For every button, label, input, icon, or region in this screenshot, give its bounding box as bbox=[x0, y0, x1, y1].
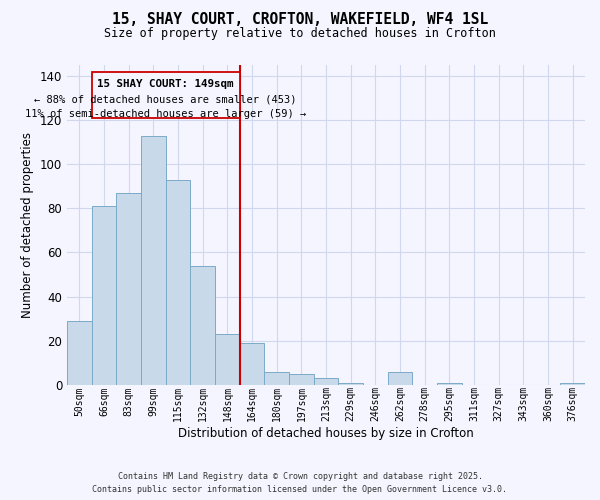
Bar bbox=[141, 136, 166, 385]
Bar bbox=[437, 382, 461, 385]
Bar bbox=[338, 382, 363, 385]
Text: 11% of semi-detached houses are larger (59) →: 11% of semi-detached houses are larger (… bbox=[25, 109, 307, 119]
Text: ← 88% of detached houses are smaller (453): ← 88% of detached houses are smaller (45… bbox=[34, 95, 297, 105]
Bar bbox=[116, 193, 141, 385]
Bar bbox=[314, 378, 338, 385]
Y-axis label: Number of detached properties: Number of detached properties bbox=[21, 132, 34, 318]
Bar bbox=[560, 382, 585, 385]
Bar bbox=[190, 266, 215, 385]
Bar bbox=[265, 372, 289, 385]
Bar bbox=[240, 343, 265, 385]
Text: 15 SHAY COURT: 149sqm: 15 SHAY COURT: 149sqm bbox=[97, 80, 234, 90]
Text: Contains HM Land Registry data © Crown copyright and database right 2025.
Contai: Contains HM Land Registry data © Crown c… bbox=[92, 472, 508, 494]
Bar bbox=[92, 206, 116, 385]
Bar bbox=[388, 372, 412, 385]
Bar bbox=[67, 321, 92, 385]
Text: Size of property relative to detached houses in Crofton: Size of property relative to detached ho… bbox=[104, 28, 496, 40]
FancyBboxPatch shape bbox=[92, 72, 240, 118]
Bar bbox=[289, 374, 314, 385]
Bar bbox=[215, 334, 240, 385]
Text: 15, SHAY COURT, CROFTON, WAKEFIELD, WF4 1SL: 15, SHAY COURT, CROFTON, WAKEFIELD, WF4 … bbox=[112, 12, 488, 28]
Bar bbox=[166, 180, 190, 385]
X-axis label: Distribution of detached houses by size in Crofton: Distribution of detached houses by size … bbox=[178, 427, 474, 440]
